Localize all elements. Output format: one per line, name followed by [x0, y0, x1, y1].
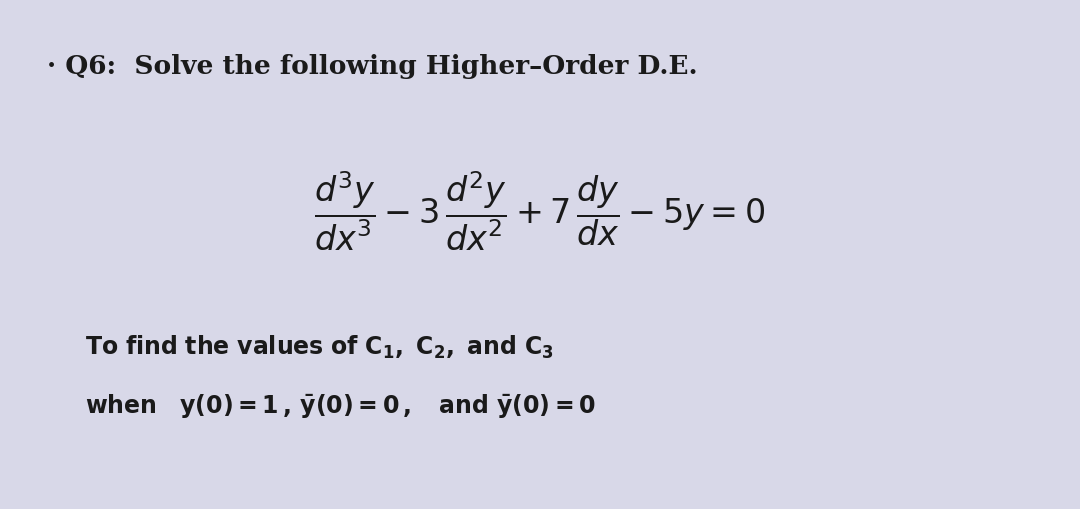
- Text: $\mathbf{when\quad y(0) = 1\,,\,\bar{y}(0) = 0\,,\quad and\ \bar{y}(0) = 0}$: $\mathbf{when\quad y(0) = 1\,,\,\bar{y}(…: [84, 393, 595, 421]
- Text: · Q6:  Solve the following Higher–Order D.E.: · Q6: Solve the following Higher–Order D…: [48, 54, 698, 79]
- Text: $\dfrac{d^3y}{dx^3} - 3\,\dfrac{d^2y}{dx^2} + 7\,\dfrac{dy}{dx} - 5y = 0$: $\dfrac{d^3y}{dx^3} - 3\,\dfrac{d^2y}{dx…: [314, 171, 766, 253]
- Text: $\mathbf{To\ find\ the\ values\ of\ C_1,\ C_2,\ and\ C_3}$: $\mathbf{To\ find\ the\ values\ of\ C_1,…: [84, 333, 553, 361]
